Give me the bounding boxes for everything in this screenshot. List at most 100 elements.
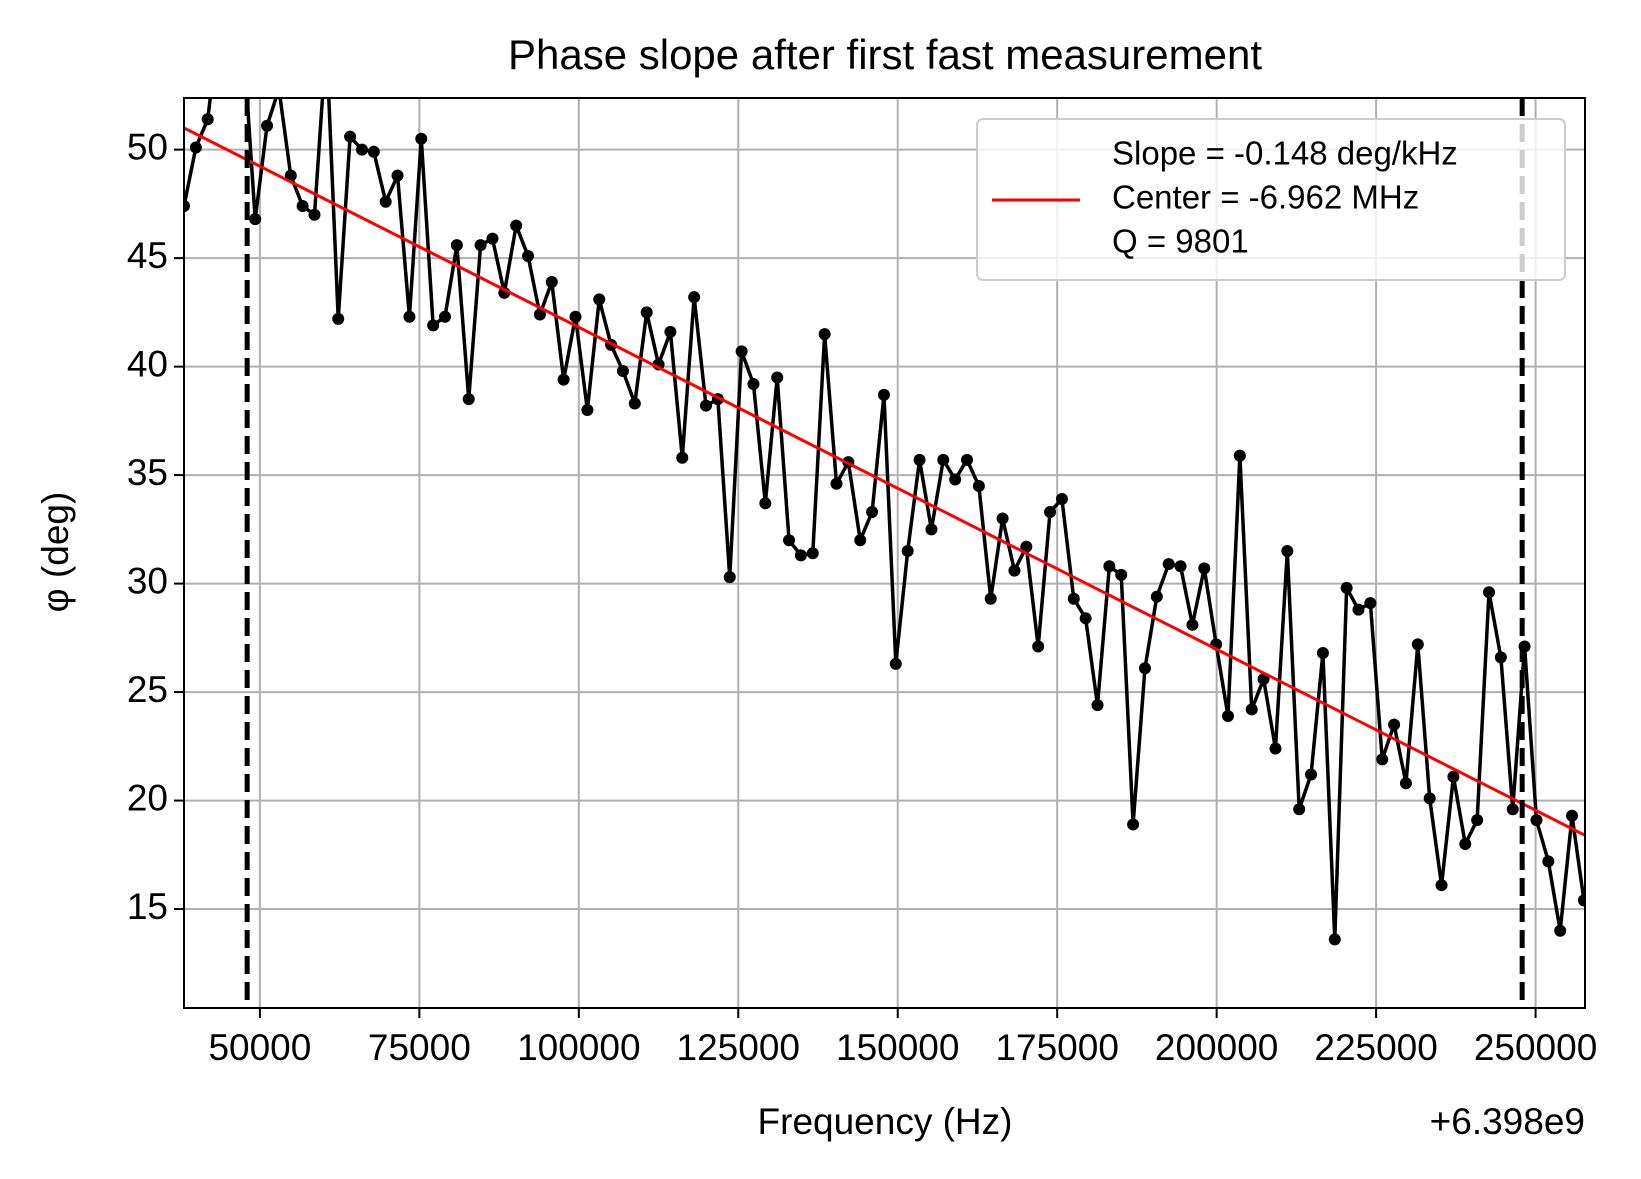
y-tick-label: 40: [127, 343, 168, 384]
data-point: [925, 523, 938, 536]
data-point: [1364, 597, 1377, 610]
data-point: [367, 145, 380, 158]
data-point: [344, 130, 357, 143]
data-point: [415, 132, 428, 145]
data-point: [1447, 770, 1460, 783]
data-point: [806, 547, 819, 560]
data-point: [830, 477, 843, 490]
legend-box: [976, 118, 1566, 281]
data-point: [1103, 560, 1116, 573]
data-point: [403, 310, 416, 323]
x-tick-label: 100000: [517, 1027, 640, 1068]
x-tick-label: 125000: [677, 1027, 800, 1068]
data-point: [1198, 562, 1211, 575]
y-tick-label: 50: [127, 126, 168, 167]
data-point: [1079, 612, 1092, 625]
data-point: [189, 141, 202, 154]
data-point: [949, 473, 962, 486]
data-point: [1352, 603, 1365, 616]
legend-label: Q = 9801: [1112, 223, 1249, 260]
x-tick-label: 250000: [1474, 1027, 1597, 1068]
data-point: [1435, 879, 1448, 892]
data-point: [296, 200, 309, 213]
data-point: [1008, 564, 1021, 577]
data-point: [261, 119, 274, 132]
y-tick-label: 30: [127, 560, 168, 601]
data-point: [1483, 586, 1496, 599]
data-point: [1032, 640, 1045, 653]
x-tick-label: 225000: [1314, 1027, 1437, 1068]
data-point: [522, 249, 535, 262]
data-point: [1340, 581, 1353, 594]
data-point: [1222, 709, 1235, 722]
data-point: [901, 545, 914, 558]
data-point: [569, 310, 582, 323]
x-tick-label: 50000: [208, 1027, 311, 1068]
data-point: [1399, 777, 1412, 790]
data-point: [854, 534, 867, 547]
data-point: [937, 453, 950, 466]
data-point: [1316, 647, 1329, 660]
data-point: [1554, 924, 1567, 937]
plot-area: [184, 98, 1585, 1008]
data-point: [1506, 803, 1519, 816]
data-point: [462, 393, 475, 406]
legend-label: Center = -6.962 MHz: [1112, 179, 1419, 216]
data-point: [794, 549, 807, 562]
data-point: [1127, 818, 1140, 831]
data-point: [889, 657, 902, 670]
data-point: [1162, 558, 1175, 571]
data-point: [628, 397, 641, 410]
data-point: [866, 505, 879, 518]
data-point: [1411, 638, 1424, 651]
data-point: [1115, 568, 1128, 581]
data-point: [391, 169, 404, 182]
data-point: [1138, 662, 1151, 675]
data-point: [510, 219, 523, 232]
data-point: [1020, 540, 1033, 553]
legend-label: Slope = -0.148 deg/kHz: [1112, 135, 1458, 172]
data-point: [249, 213, 262, 226]
data-point: [474, 239, 487, 252]
data-point: [593, 293, 606, 306]
y-tick-label: 35: [127, 452, 168, 493]
data-point: [676, 451, 689, 464]
data-point: [961, 453, 974, 466]
data-point: [1388, 718, 1401, 731]
data-point: [1293, 803, 1306, 816]
data-point: [771, 371, 784, 384]
data-point: [1067, 592, 1080, 605]
data-point: [1269, 742, 1282, 755]
data-point: [700, 399, 713, 412]
data-point: [818, 328, 831, 341]
data-point: [308, 208, 321, 221]
data-point: [1091, 699, 1104, 712]
y-axis-label: φ (deg): [35, 492, 76, 613]
x-tick-label: 150000: [836, 1027, 959, 1068]
chart-title: Phase slope after first fast measurement: [508, 31, 1262, 78]
data-point: [450, 239, 463, 252]
data-point: [723, 571, 736, 584]
data-point: [877, 388, 890, 401]
data-point: [201, 113, 214, 126]
data-point: [545, 275, 558, 288]
data-point: [984, 592, 997, 605]
data-point: [1542, 855, 1555, 868]
data-point: [427, 319, 440, 332]
data-point: [439, 310, 452, 323]
y-tick-label: 25: [127, 669, 168, 710]
data-point: [557, 373, 570, 386]
data-point: [1459, 837, 1472, 850]
data-point: [1566, 809, 1579, 822]
data-point: [759, 497, 772, 510]
data-point: [1328, 933, 1341, 946]
data-point: [664, 325, 677, 338]
x-offset-label: +6.398e9: [1430, 1101, 1585, 1142]
data-point: [1471, 814, 1484, 827]
data-point: [1530, 814, 1543, 827]
data-point: [581, 404, 594, 417]
data-point: [1150, 590, 1163, 603]
y-tick-label: 45: [127, 235, 168, 276]
